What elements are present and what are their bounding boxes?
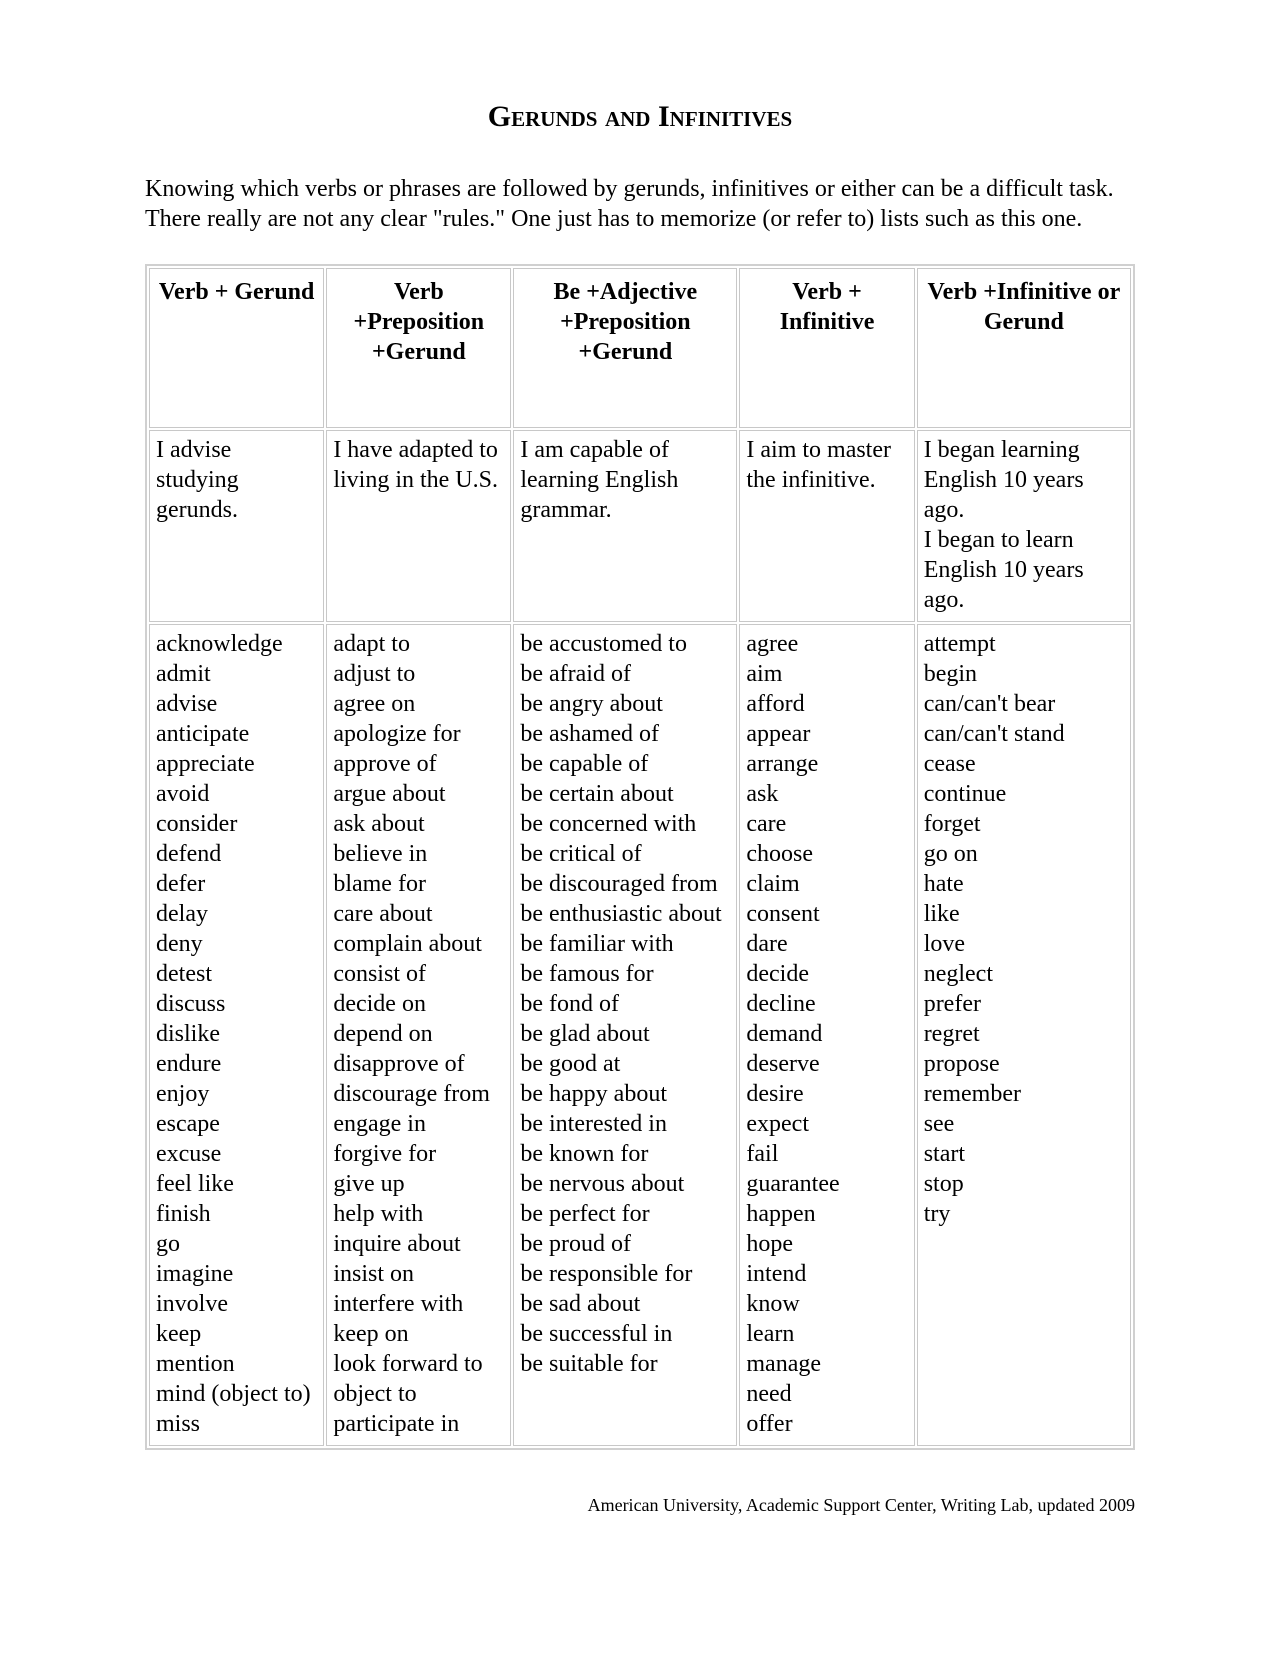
col-header: Verb + Infinitive [739, 268, 914, 428]
col-header: Verb +Infinitive or Gerund [917, 268, 1131, 428]
example-cell: I advise studying gerunds. [149, 430, 324, 622]
col-header: Verb + Gerund [149, 268, 324, 428]
header-row: Verb + Gerund Verb +Preposition +Gerund … [149, 268, 1131, 428]
intro-paragraph: Knowing which verbs or phrases are follo… [145, 174, 1135, 234]
list-cell: acknowledgeadmitadviseanticipateapprecia… [149, 624, 324, 1446]
list-cell: be accustomed tobe afraid ofbe angry abo… [513, 624, 737, 1446]
example-cell: I aim to master the infinitive. [739, 430, 914, 622]
list-cell: attemptbegincan/can't bearcan/can't stan… [917, 624, 1131, 1446]
example-row: I advise studying gerunds. I have adapte… [149, 430, 1131, 622]
example-cell: I have adapted to living in the U.S. [326, 430, 511, 622]
col-header: Verb +Preposition +Gerund [326, 268, 511, 428]
example-cell: I began learning English 10 years ago.I … [917, 430, 1131, 622]
grammar-table: Verb + Gerund Verb +Preposition +Gerund … [145, 264, 1135, 1450]
list-cell: agreeaimaffordappeararrangeaskcarechoose… [739, 624, 914, 1446]
col-header: Be +Adjective +Preposition +Gerund [513, 268, 737, 428]
list-row: acknowledgeadmitadviseanticipateapprecia… [149, 624, 1131, 1446]
example-cell: I am capable of learning English grammar… [513, 430, 737, 622]
page-title: Gerunds and Infinitives [145, 100, 1135, 134]
page-footer: American University, Academic Support Ce… [145, 1495, 1135, 1516]
document-page: Gerunds and Infinitives Knowing which ve… [145, 0, 1135, 1556]
list-cell: adapt toadjust toagree onapologize forap… [326, 624, 511, 1446]
